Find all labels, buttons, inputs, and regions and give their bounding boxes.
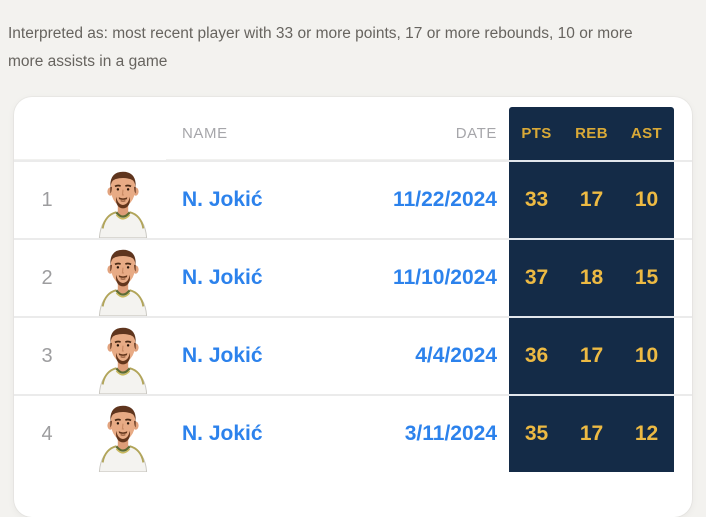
- player-illustration-icon: [89, 400, 157, 472]
- player-name-cell: N. Jokić: [166, 316, 364, 394]
- game-date-cell: 3/11/2024: [364, 394, 509, 472]
- game-date-link[interactable]: 4/4/2024: [415, 344, 497, 367]
- row-spacer: [674, 316, 692, 394]
- player-avatar[interactable]: [80, 238, 166, 316]
- ast-value: 12: [619, 394, 674, 472]
- rank-value: 3: [14, 316, 80, 394]
- row-spacer: [674, 160, 692, 238]
- reb-value: 17: [564, 316, 619, 394]
- reb-column-header: REB: [564, 107, 619, 160]
- table-row: 2 N. Jokić 11/10/2024 37 18 15: [14, 238, 692, 316]
- header-spacer: [674, 107, 692, 160]
- player-name-link[interactable]: N. Jokić: [182, 344, 263, 367]
- ast-value: 10: [619, 316, 674, 394]
- player-name-cell: N. Jokić: [166, 160, 364, 238]
- reb-value: 17: [564, 394, 619, 472]
- table-row: 3 N. Jokić 4/4/2024 36 17 10: [14, 316, 692, 394]
- player-name-cell: N. Jokić: [166, 394, 364, 472]
- player-avatar[interactable]: [80, 316, 166, 394]
- player-name-cell: N. Jokić: [166, 238, 364, 316]
- rank-column-header: [14, 107, 80, 160]
- pts-column-header: PTS: [509, 107, 564, 160]
- query-interpretation-line2: more assists in a game: [8, 53, 168, 70]
- table-row: 1 N. Jokić 11/22/2024 33 17 10: [14, 160, 692, 238]
- player-illustration-icon: [89, 166, 157, 238]
- name-column-header: NAME: [166, 107, 364, 160]
- avatar-column-header: [80, 107, 166, 160]
- date-column-header: DATE: [364, 107, 509, 160]
- player-name-link[interactable]: N. Jokić: [182, 422, 263, 445]
- ast-value: 10: [619, 160, 674, 238]
- ast-column-header: AST: [619, 107, 674, 160]
- pts-value: 33: [509, 160, 564, 238]
- reb-value: 17: [564, 160, 619, 238]
- game-date-link[interactable]: 11/22/2024: [393, 188, 497, 211]
- table-header-row: NAME DATE PTS REB AST: [14, 107, 692, 160]
- row-spacer: [674, 238, 692, 316]
- rank-value: 4: [14, 394, 80, 472]
- pts-value: 35: [509, 394, 564, 472]
- pts-value: 36: [509, 316, 564, 394]
- game-date-link[interactable]: 3/11/2024: [404, 422, 497, 445]
- game-date-cell: 4/4/2024: [364, 316, 509, 394]
- ast-value: 15: [619, 238, 674, 316]
- player-name-link[interactable]: N. Jokić: [182, 266, 263, 289]
- player-avatar[interactable]: [80, 160, 166, 238]
- player-name-link[interactable]: N. Jokić: [182, 188, 263, 211]
- player-illustration-icon: [89, 322, 157, 394]
- results-card: NAME DATE PTS REB AST 1 N. Jokić 11/22/2…: [14, 97, 692, 517]
- row-spacer: [674, 394, 692, 472]
- game-date-cell: 11/22/2024: [364, 160, 509, 238]
- query-interpretation: Interpreted as: most recent player with …: [0, 0, 706, 76]
- rank-value: 2: [14, 238, 80, 316]
- reb-value: 18: [564, 238, 619, 316]
- game-date-link[interactable]: 11/10/2024: [393, 266, 497, 289]
- game-date-cell: 11/10/2024: [364, 238, 509, 316]
- table-row: 4 N. Jokić 3/11/2024 35 17 12: [14, 394, 692, 472]
- pts-value: 37: [509, 238, 564, 316]
- player-illustration-icon: [89, 244, 157, 316]
- query-interpretation-line1: Interpreted as: most recent player with …: [8, 25, 633, 42]
- player-avatar[interactable]: [80, 394, 166, 472]
- rank-value: 1: [14, 160, 80, 238]
